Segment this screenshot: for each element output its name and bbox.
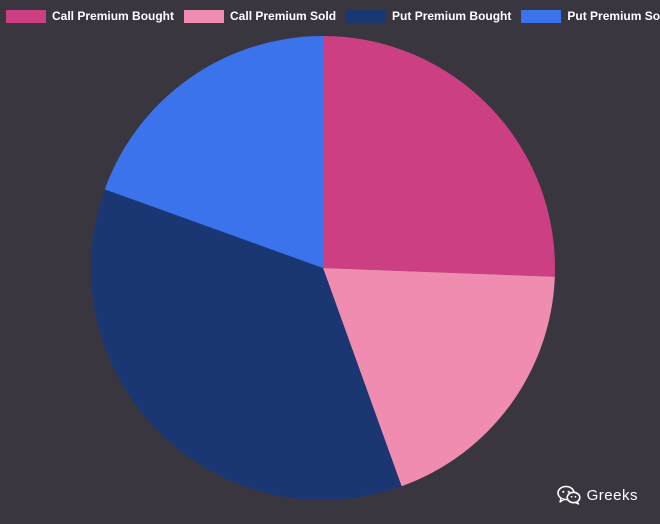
wechat-icon [556, 485, 581, 505]
legend-label-put-premium-bought: Put Premium Bought [392, 9, 512, 23]
legend-item-put-premium-sold[interactable]: Put Premium Sold [521, 9, 660, 23]
legend-item-put-premium-bought[interactable]: Put Premium Bought [346, 9, 511, 23]
legend-swatch-call-premium-sold [184, 9, 225, 23]
legend-item-call-premium-sold[interactable]: Call Premium Sold [184, 9, 336, 23]
watermark: Greeks [556, 485, 638, 505]
pie-slice-call-premium-bought[interactable] [323, 36, 555, 277]
pie-slice-call-premium-sold[interactable] [323, 268, 555, 487]
legend-label-call-premium-sold: Call Premium Sold [230, 9, 337, 23]
watermark-text: Greeks [586, 486, 638, 504]
chart-legend: Call Premium Bought Call Premium Sold Pu… [6, 9, 660, 23]
pie-slice-put-premium-bought[interactable] [91, 189, 402, 501]
legend-label-call-premium-bought: Call Premium Bought [52, 9, 175, 23]
legend-label-put-premium-sold: Put Premium Sold [567, 9, 660, 23]
pie-slice-put-premium-sold[interactable] [104, 36, 323, 268]
legend-swatch-put-premium-bought [346, 9, 387, 23]
legend-swatch-put-premium-sold [521, 9, 562, 23]
legend-swatch-call-premium-bought [6, 9, 46, 23]
legend-item-call-premium-bought[interactable]: Call Premium Bought [6, 9, 174, 23]
